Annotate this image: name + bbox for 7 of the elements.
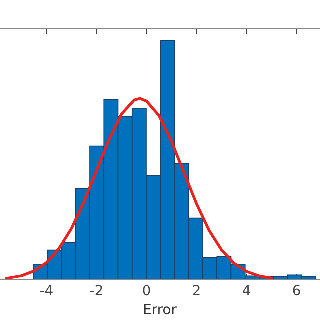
x-tick-label: -2	[90, 285, 102, 296]
x-axis-title: Error	[144, 304, 177, 315]
x-tick-label: 4	[243, 285, 250, 296]
x-tick-label: -4	[40, 285, 53, 296]
x-tick-label: 6	[293, 285, 300, 296]
x-tick-label: 2	[193, 285, 200, 296]
x-tick-label: 0	[143, 285, 150, 296]
